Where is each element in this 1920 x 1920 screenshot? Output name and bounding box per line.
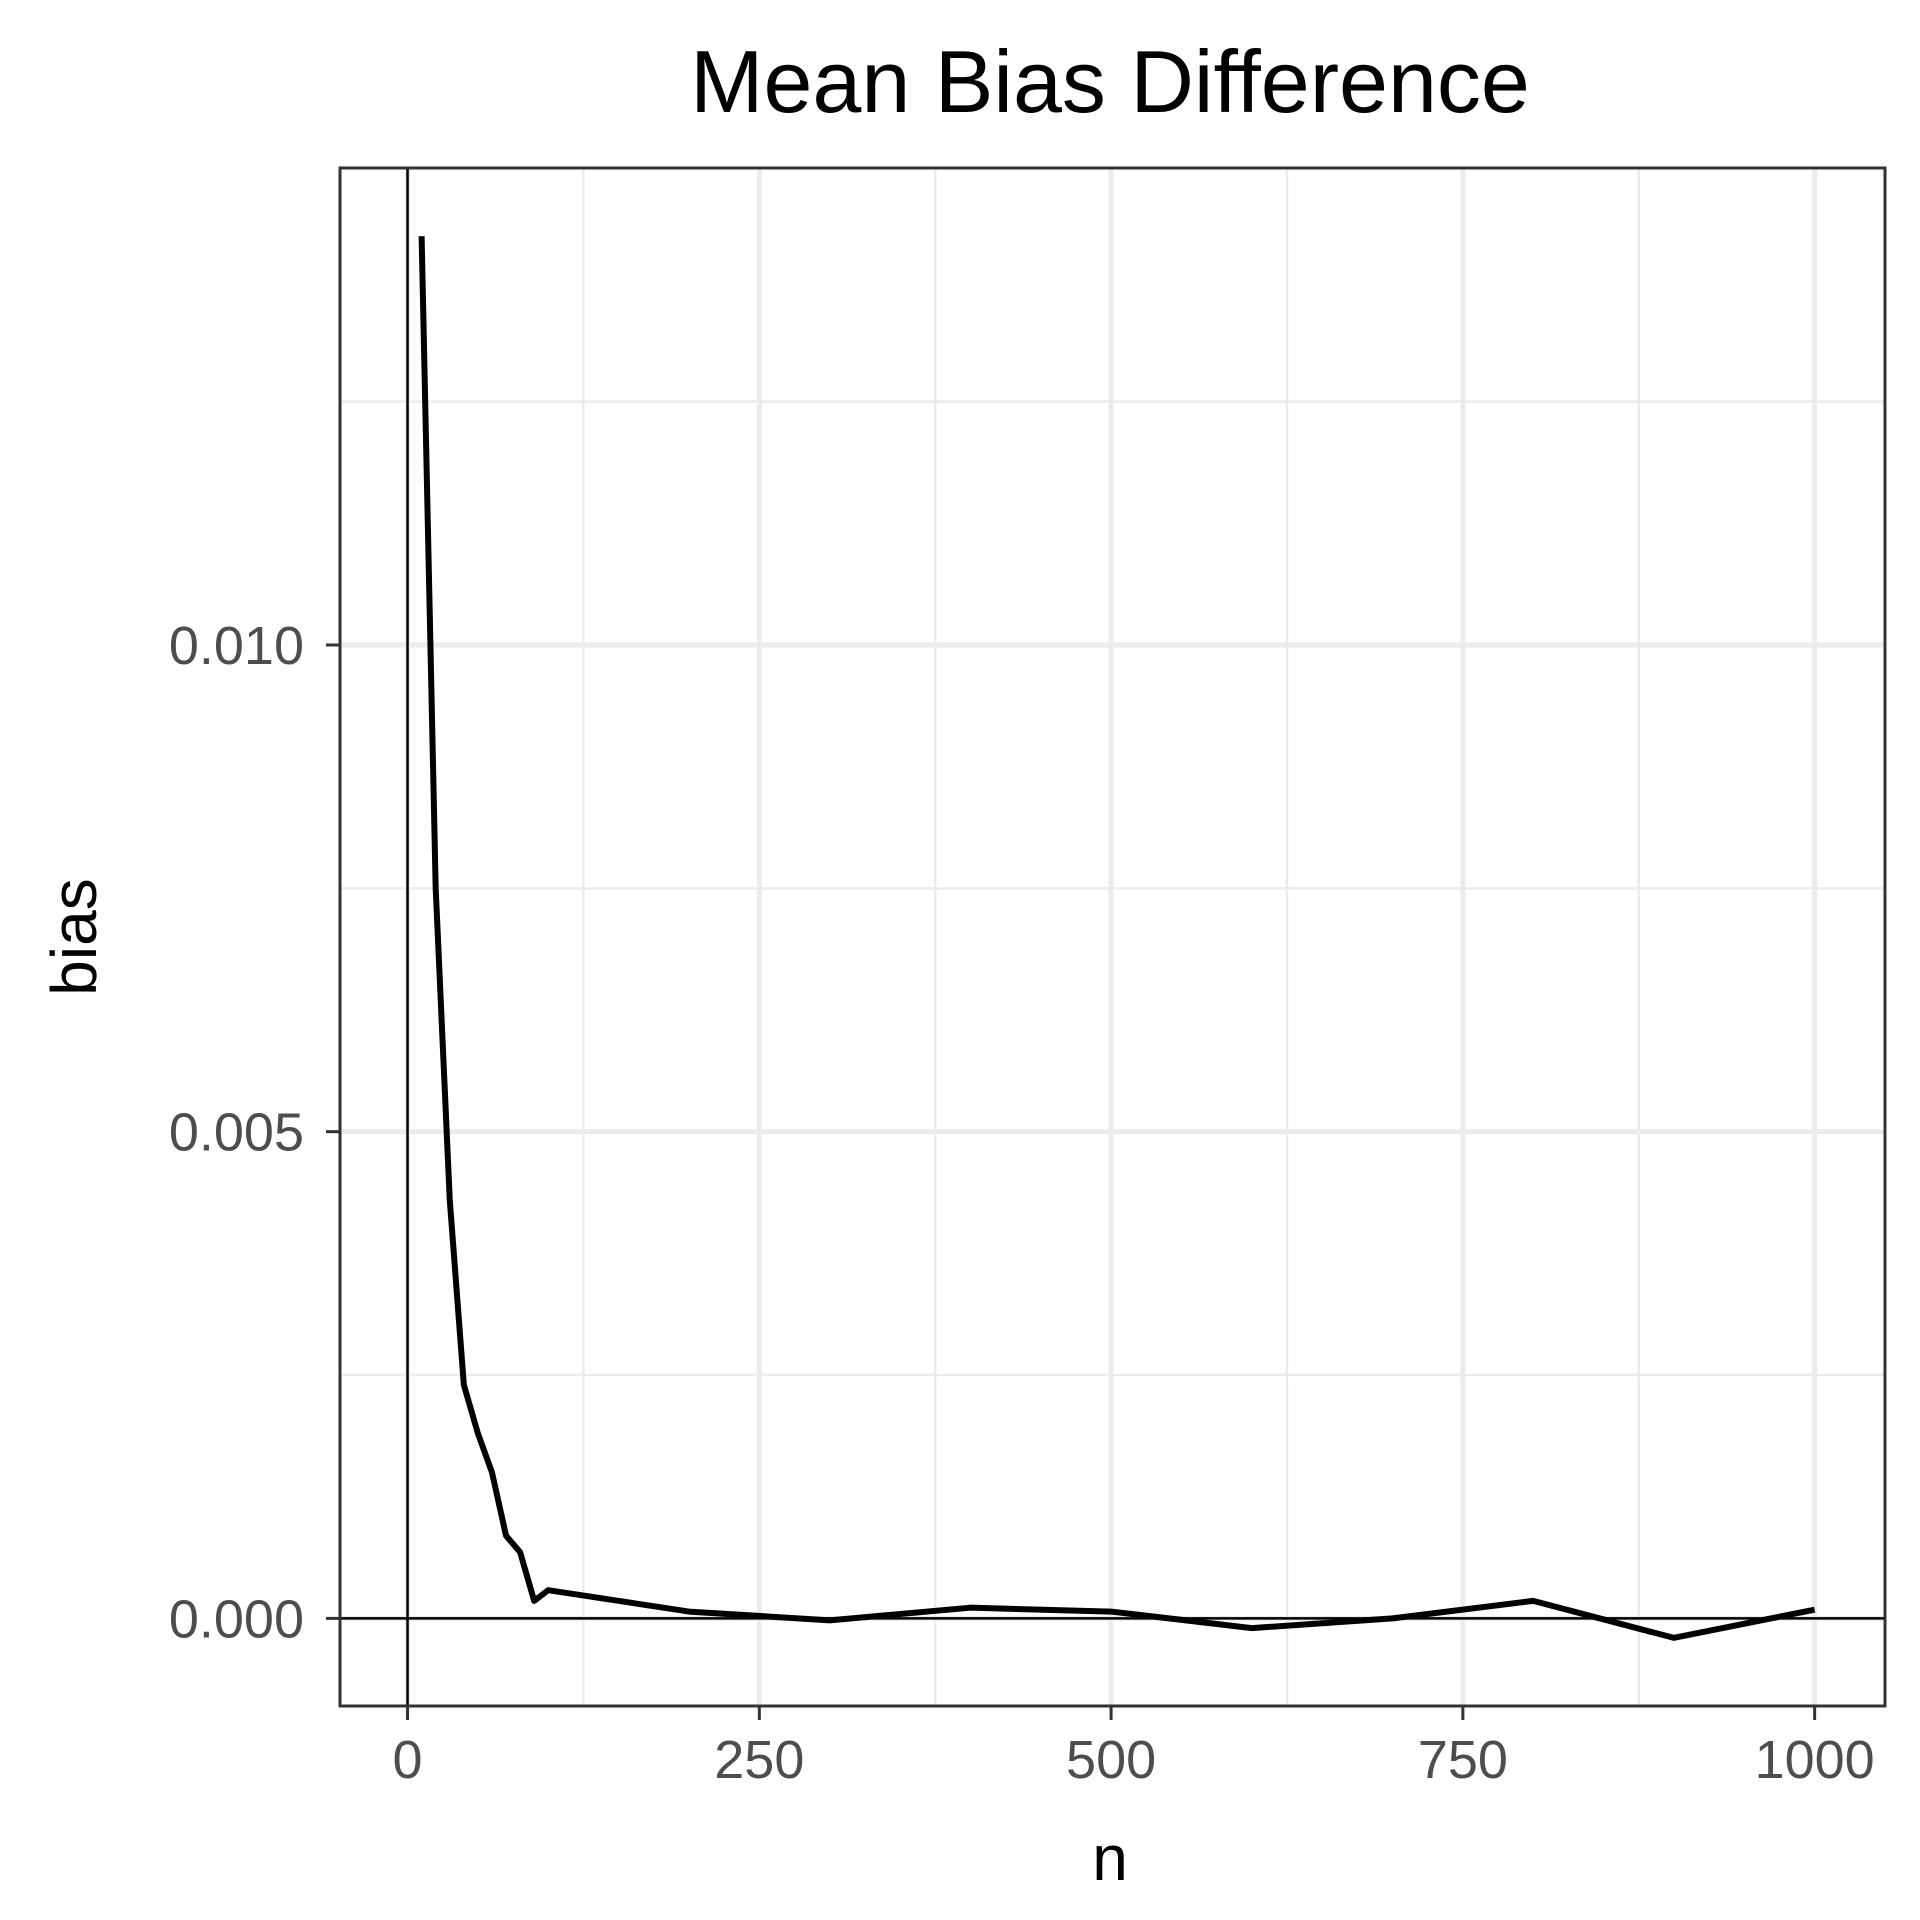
y-axis-ticks: 0.000 0.005 0.010 xyxy=(169,616,340,1649)
grid-major-x xyxy=(405,168,1818,1706)
x-tick-label-1: 250 xyxy=(714,1730,804,1790)
series-line-0 xyxy=(418,236,1816,1641)
x-tick-label-2: 500 xyxy=(1066,1730,1156,1790)
y-tick-label-2: 0.010 xyxy=(169,616,304,676)
y-tick-label-0: 0.000 xyxy=(169,1589,304,1649)
series-group xyxy=(418,236,1816,1641)
chart-title: Mean Bias Difference xyxy=(690,32,1530,131)
x-tick-label-0: 0 xyxy=(393,1730,423,1790)
x-axis-ticks: 0 250 500 750 1000 xyxy=(393,1706,1875,1790)
y-axis-title: bias xyxy=(38,878,110,995)
y-tick-label-1: 0.005 xyxy=(169,1103,304,1163)
x-tick-label-4: 1000 xyxy=(1755,1730,1875,1790)
x-axis-title: n xyxy=(1092,1822,1128,1894)
grid-minor-x xyxy=(582,168,1641,1706)
x-tick-label-3: 750 xyxy=(1418,1730,1508,1790)
